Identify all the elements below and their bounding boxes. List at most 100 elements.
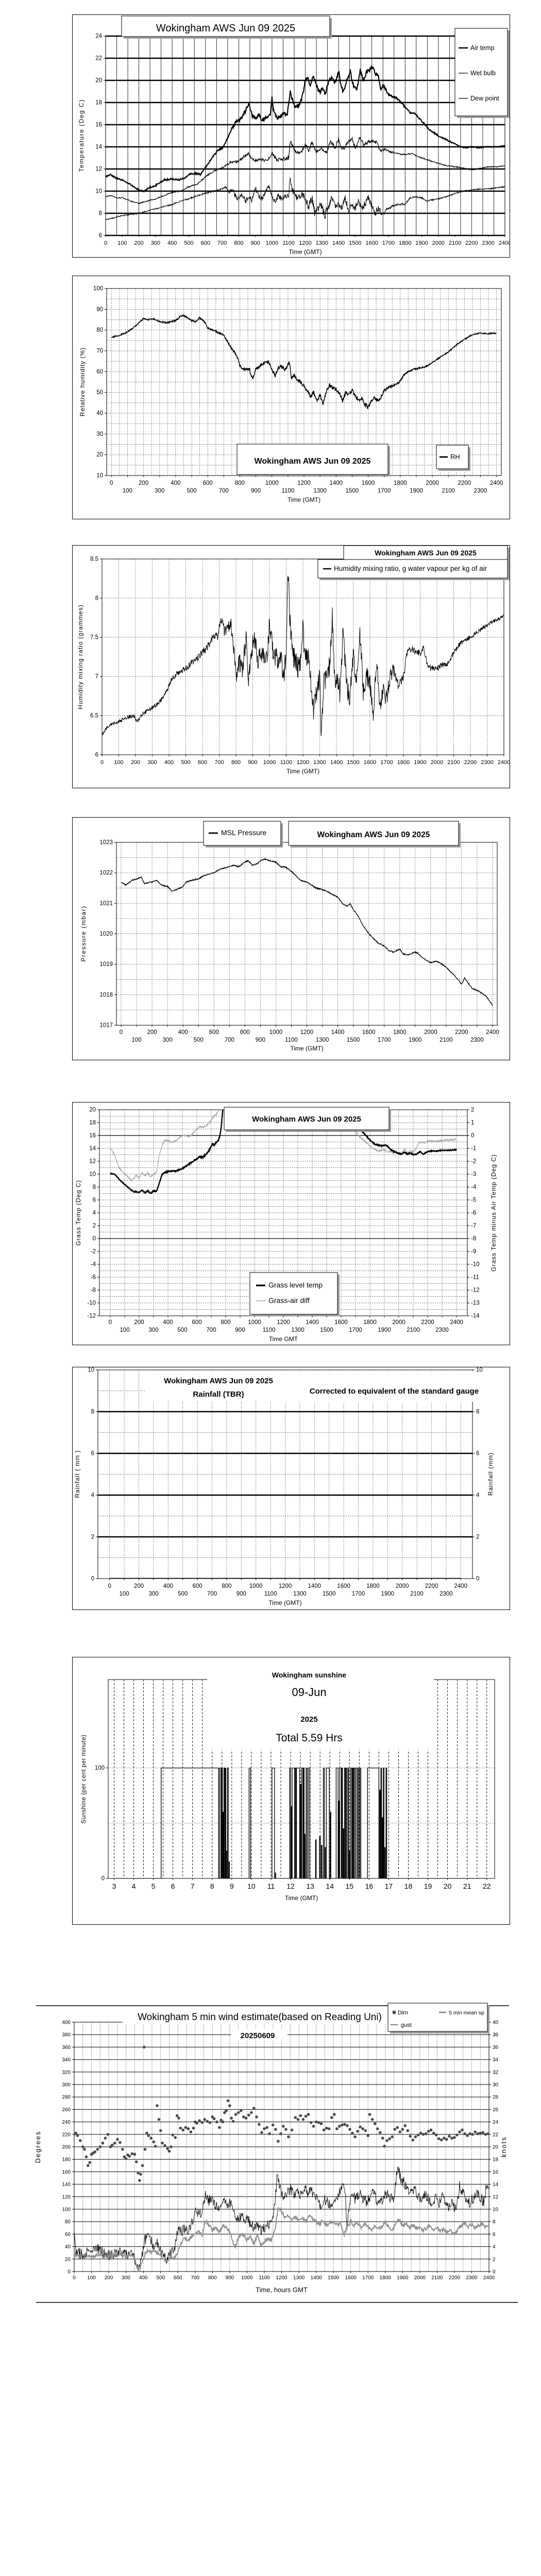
chart-title-text: Wokingham 5 min wind estimate(based on R… — [138, 2012, 382, 2023]
y-axis-right-tick-label: -7 — [471, 1223, 476, 1229]
x-axis-tick-label: 2300 — [466, 2275, 478, 2281]
scatter-point — [230, 2116, 233, 2120]
scatter-point — [263, 2127, 266, 2130]
y-axis-tick-label: -2 — [91, 1249, 96, 1255]
scatter-point — [471, 2133, 474, 2136]
x-axis-tick-label: 1300 — [291, 1327, 305, 1333]
x-axis-tick-label: 0 — [100, 759, 104, 766]
scatter-point — [96, 2148, 99, 2151]
scatter-point — [161, 2141, 164, 2145]
y-axis-right-tick-label: 28 — [493, 2095, 499, 2100]
scatter-point — [356, 2130, 359, 2133]
title-box — [343, 545, 508, 560]
x-axis-tick-label: 100 — [120, 1327, 129, 1333]
scatter-point — [81, 2145, 84, 2148]
y-axis-tick-label: 220 — [62, 2132, 71, 2138]
y-axis-right-tick-label: -3 — [471, 1172, 476, 1178]
x-axis-tick-label: 5 — [151, 1882, 156, 1890]
x-axis-tick-label: 800 — [221, 1319, 230, 1326]
x-axis-tick-label: 2000 — [431, 759, 443, 766]
y-axis-tick-label: 0 — [91, 1576, 94, 1582]
scatter-point — [98, 2145, 102, 2148]
y-axis-right-tick-label: 12 — [493, 2194, 499, 2200]
axis-title: knots — [500, 2136, 508, 2157]
scatter-point — [327, 2127, 331, 2130]
x-axis-tick-label: 400 — [163, 1319, 173, 1326]
x-axis-tick-label: 2400 — [486, 1029, 499, 1036]
x-axis-tick-label: 1600 — [362, 480, 375, 486]
y-axis-tick-label: 180 — [62, 2157, 71, 2163]
x-axis-tick-label: 300 — [148, 1591, 158, 1597]
chart-title-text: Rainfall (TBR) — [193, 1390, 244, 1399]
x-axis-tick-label: 2200 — [464, 759, 477, 766]
scatter-point — [74, 2131, 78, 2135]
scatter-point — [479, 2131, 482, 2135]
x-axis-tick-label: 600 — [203, 480, 213, 486]
x-axis-tick-label: 100 — [117, 240, 127, 246]
y-axis-tick-label: -12 — [87, 1313, 96, 1319]
scatter-point — [391, 2135, 394, 2139]
x-axis-tick-label: 21 — [463, 1882, 471, 1890]
y-axis-right-tick-label: 0 — [471, 1133, 474, 1139]
y-axis-tick-label: 120 — [62, 2194, 71, 2200]
rainfall-chart-svg: Wokingham AWS Jun 09 2025 Rainfall (TBR) C… — [72, 1367, 510, 1610]
scatter-point — [221, 2120, 225, 2124]
mixing-ratio-chart: Wokingham AWS Jun 09 2025 Humidity mixing… — [72, 545, 510, 791]
grass-temp-chart: Wokingham AWS Jun 09 2025 Grass level tem… — [72, 1102, 510, 1348]
scatter-point — [401, 2128, 404, 2131]
x-axis-tick-label: 900 — [235, 1327, 245, 1333]
x-axis-tick-label: 2200 — [458, 480, 471, 486]
y-axis-tick-label: 6 — [95, 752, 98, 758]
x-axis-tick-label: 1800 — [363, 1319, 377, 1326]
x-axis-tick-label: 20 — [444, 1882, 452, 1890]
scatter-point — [346, 2124, 349, 2127]
x-axis-tick-label: 16 — [365, 1882, 374, 1890]
scatter-point — [170, 2145, 173, 2148]
scatter-point — [218, 2126, 221, 2129]
x-axis-tick-label: 1100 — [280, 759, 293, 766]
x-axis-tick-label: 100 — [123, 488, 132, 494]
x-axis-tick-label: 400 — [171, 480, 180, 486]
x-axis-title: Time GMT — [269, 1335, 298, 1343]
scatter-point — [226, 2099, 230, 2103]
x-axis-tick-label: 1900 — [381, 1591, 394, 1597]
scatter-point — [461, 2128, 464, 2132]
x-axis-tick-label: 2100 — [439, 1037, 453, 1043]
scatter-point — [307, 2113, 310, 2116]
x-axis-tick-label: 1500 — [346, 488, 359, 494]
y-axis-tick-label: 4 — [93, 1210, 96, 1216]
scatter-point — [366, 2134, 369, 2137]
scatter-point — [322, 2128, 326, 2132]
x-axis-tick-label: 1000 — [265, 480, 279, 486]
x-axis-tick-label: 100 — [87, 2275, 96, 2281]
chart-title-text: 09-Jun — [292, 1686, 326, 1699]
x-axis-tick-label: 1100 — [281, 488, 294, 494]
scatter-point — [458, 2130, 461, 2133]
chart-title: Wokingham AWS Jun 09 2025 — [252, 1115, 361, 1124]
x-axis-tick-label: 1300 — [313, 488, 327, 494]
x-axis-tick-label: 2000 — [392, 1319, 405, 1326]
x-axis-tick-label: 500 — [184, 240, 193, 246]
y-axis-right-tick-label: 4 — [493, 2244, 496, 2250]
scatter-point — [133, 2153, 137, 2156]
x-axis-tick-label: 800 — [240, 1029, 250, 1036]
y-axis-tick-label: 10 — [95, 189, 102, 195]
y-axis-right-tick-label: -8 — [471, 1236, 476, 1242]
scatter-point — [341, 2123, 344, 2127]
x-axis-tick-label: 600 — [192, 1319, 201, 1326]
x-axis-tick-label: 300 — [163, 1037, 173, 1043]
sunshine-chart-svg: Wokingham sunshine 09-Jun 2025 Total 5.59 H… — [72, 1657, 510, 1925]
x-axis-tick-label: 700 — [219, 488, 229, 494]
y-axis-tick-label: 90 — [96, 307, 103, 313]
scatter-point — [124, 2157, 128, 2160]
x-axis-tick-label: 700 — [217, 240, 227, 246]
scatter-point — [260, 2131, 263, 2134]
x-axis-tick-label: 1700 — [378, 1037, 391, 1043]
scatter-point — [396, 2126, 399, 2129]
y-axis-tick-label: 6.5 — [90, 713, 98, 719]
y-axis-right-tick-label: 38 — [493, 2032, 499, 2038]
y-axis-tick-label: 0 — [102, 1876, 105, 1882]
x-axis-tick-label: 600 — [193, 1583, 202, 1589]
chart-border — [72, 1657, 510, 1925]
